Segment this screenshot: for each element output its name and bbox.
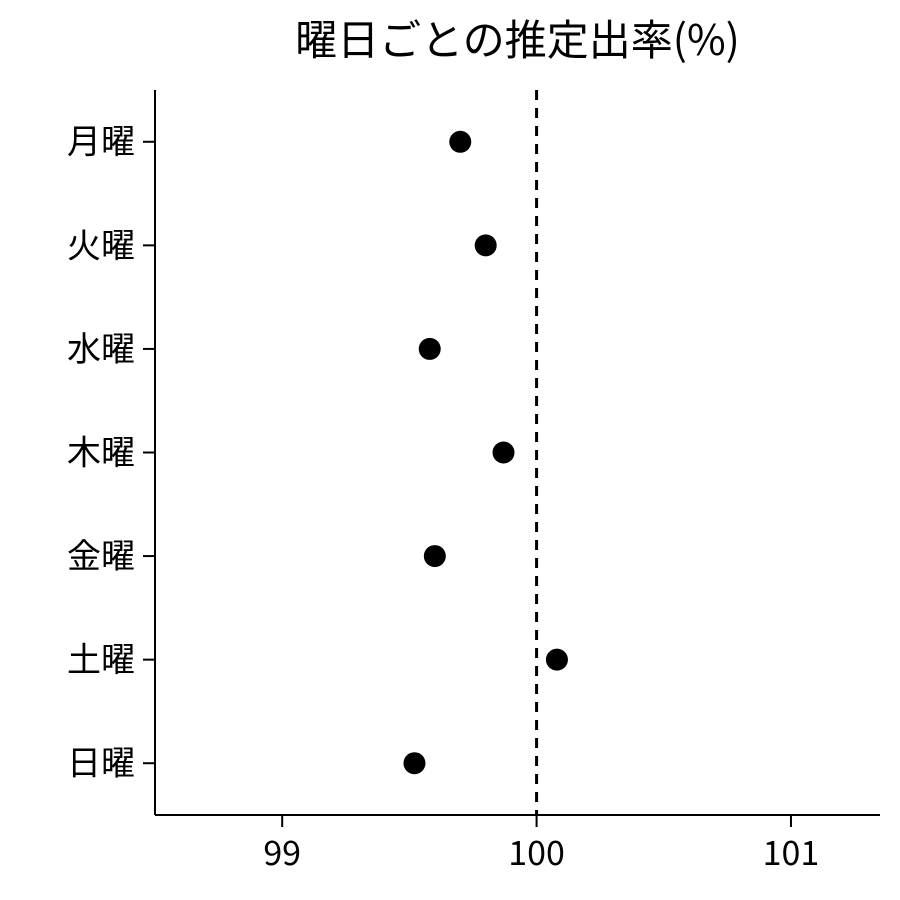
data-point: [419, 338, 441, 360]
y-tick-label: 木曜: [67, 425, 135, 474]
dot-plot-chart: 曜日ごとの推定出率(%) 99 100 101 月曜火曜水曜木曜金曜土曜日曜: [0, 0, 900, 900]
data-point: [493, 442, 515, 464]
y-tick-label: 月曜: [67, 115, 135, 164]
chart-title: 曜日ごとの推定出率(%): [295, 7, 740, 68]
data-point: [403, 752, 425, 774]
data-point: [424, 545, 446, 567]
data-point: [546, 649, 568, 671]
x-tick-label: 99: [263, 826, 301, 875]
x-tick-label: 100: [508, 826, 565, 875]
y-tick-label: 火曜: [67, 218, 135, 267]
data-point: [449, 131, 471, 153]
y-tick-label: 金曜: [67, 529, 135, 578]
y-tick-label: 水曜: [67, 322, 135, 371]
x-tick-label: 101: [763, 826, 820, 875]
data-point: [475, 234, 497, 256]
y-tick-label: 日曜: [67, 736, 135, 785]
y-tick-label: 土曜: [67, 633, 135, 682]
